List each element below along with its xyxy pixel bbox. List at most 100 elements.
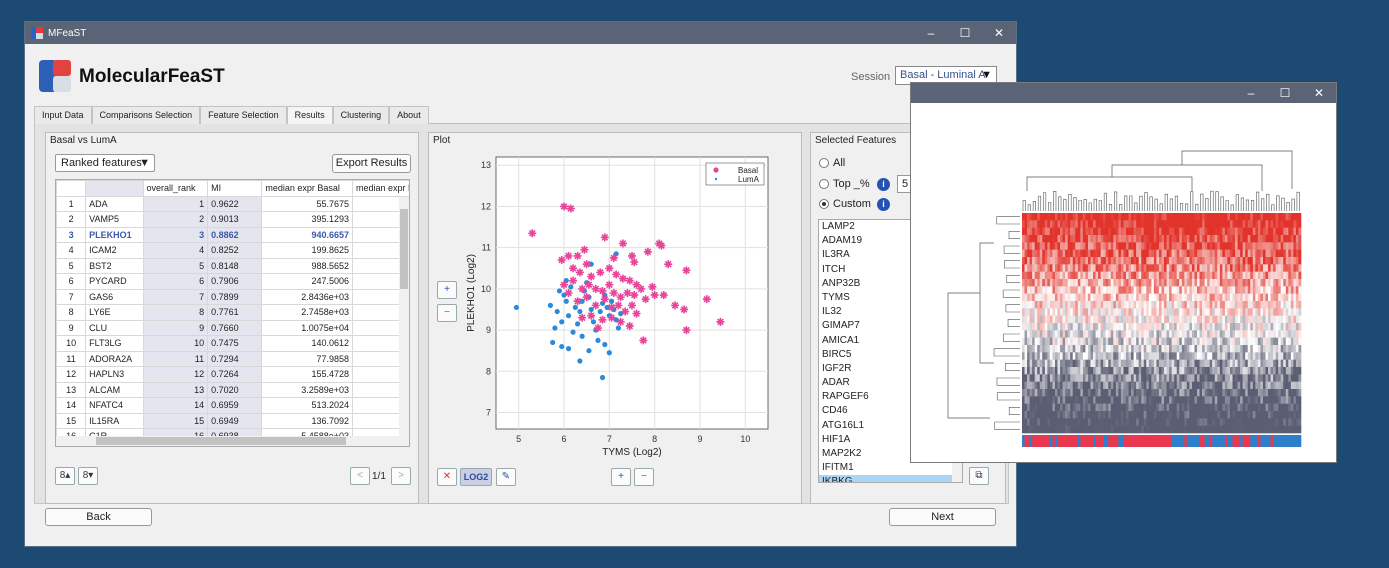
heatmap-cell (1100, 359, 1104, 368)
gene-list-item[interactable]: IL3RA (822, 249, 850, 261)
minimize-button[interactable]: – (1247, 86, 1255, 100)
heatmap-cell (1222, 264, 1226, 272)
heatmap-cell (1136, 367, 1139, 375)
gene-list-item[interactable]: ADAM19 (822, 235, 863, 247)
heatmap-cell (1128, 396, 1132, 404)
heatmap-cell (1125, 271, 1129, 280)
heatmap-cell (1285, 227, 1289, 236)
heatmap-cell (1222, 330, 1226, 338)
gene-list-item[interactable]: IKBKG (819, 475, 962, 482)
gene-list-item[interactable]: IGF2R (822, 362, 852, 374)
sort-descending-button[interactable]: 8▾ (78, 467, 98, 485)
vertical-scrollbar[interactable] (399, 197, 409, 446)
table-row[interactable]: 1 ADA 1 0.9622 55.7675 (56, 195, 409, 212)
column-header[interactable] (56, 180, 87, 197)
heatmap-cell (1285, 308, 1289, 316)
clear-button[interactable]: ✕ (437, 468, 457, 486)
column-header[interactable]: median expr Basal (261, 180, 353, 197)
tab-clustering[interactable]: Clustering (332, 106, 390, 124)
gene-list-item[interactable]: ADAR (822, 377, 850, 389)
previous-page-button[interactable]: < (350, 467, 370, 485)
gene-list-item[interactable]: IL32 (822, 306, 842, 318)
heatmap-cell (1179, 389, 1183, 397)
export-results-button[interactable]: Export Results (332, 154, 411, 173)
info-icon[interactable]: i (877, 178, 890, 191)
heatmap-cell (1146, 345, 1150, 353)
info-icon[interactable]: i (877, 198, 890, 211)
zoom-in-button[interactable]: + (437, 281, 457, 299)
heatmap-cell (1191, 286, 1195, 294)
ranking-dropdown[interactable]: Ranked features ▼ (55, 154, 155, 172)
radio-top-percent[interactable]: Top _% (819, 178, 870, 190)
radio-all[interactable]: All (819, 157, 845, 169)
heatmap-cell (1202, 345, 1205, 353)
sort-ascending-button[interactable]: 8▴ (55, 467, 75, 485)
table-row[interactable]: 11 ADORA2A 11 0.7294 77.9858 (56, 350, 409, 367)
horizontal-scrollbar[interactable] (56, 436, 401, 446)
maximize-button[interactable]: ☐ (1279, 86, 1291, 100)
radio-custom[interactable]: Custom (819, 198, 871, 210)
heatmap-cell (1095, 315, 1099, 324)
heatmap-cell (1044, 345, 1048, 353)
tab-about[interactable]: About (389, 106, 429, 124)
add-feature-button[interactable]: + (611, 468, 631, 486)
column-header[interactable]: MI (207, 180, 263, 197)
tab-results[interactable]: Results (286, 106, 333, 124)
table-row[interactable]: 12 HAPLN3 12 0.7264 155.4728 (56, 366, 409, 383)
tab-feature-selection[interactable]: Feature Selection (200, 106, 287, 124)
next-button[interactable]: Next (889, 508, 996, 526)
remove-feature-button[interactable]: − (634, 468, 654, 486)
zoom-out-button[interactable]: − (437, 304, 457, 322)
gene-list-item[interactable]: AMICA1 (822, 334, 860, 346)
gene-list-item[interactable]: IFITM1 (822, 462, 854, 474)
column-header[interactable] (85, 180, 144, 197)
maximize-button[interactable]: ☐ (959, 26, 971, 40)
close-button[interactable]: ✕ (993, 26, 1005, 40)
gene-list-item[interactable]: ITCH (822, 263, 846, 275)
log2-toggle[interactable]: LOG2 (460, 468, 492, 486)
gene-list-item[interactable]: CD46 (822, 405, 848, 417)
back-button[interactable]: Back (45, 508, 152, 526)
table-row[interactable]: 10 FLT3LG 10 0.7475 140.0612 (56, 335, 409, 352)
column-header[interactable]: overall_rank (142, 180, 209, 197)
close-button[interactable]: ✕ (1313, 86, 1325, 100)
column-header[interactable]: median expr L (352, 180, 409, 197)
heatmap-cell (1240, 293, 1243, 302)
heatmap-cell (1136, 301, 1139, 309)
heatmap-cell (1268, 352, 1271, 360)
tab-input-data[interactable]: Input Data (34, 106, 92, 124)
next-page-button[interactable]: > (391, 467, 411, 485)
gene-list-item[interactable]: BIRC5 (822, 348, 852, 360)
gene-list-item[interactable]: RAPGEF6 (822, 391, 869, 403)
gene-list-item[interactable]: TYMS (822, 291, 850, 303)
heatmap-cell (1118, 323, 1122, 331)
gene-list-item[interactable]: GIMAP7 (822, 320, 860, 332)
data-cursor-button[interactable]: ✎ (496, 468, 516, 486)
gene-list-item[interactable]: HIF1A (822, 433, 851, 445)
copy-button[interactable]: ⧉ (969, 467, 989, 485)
heatmap-cell (1209, 257, 1213, 265)
heatmap-cell (1285, 425, 1289, 434)
gene-list-item[interactable]: MAP2K2 (822, 448, 862, 459)
heatmap-cell (1240, 301, 1243, 309)
heatmap-cell (1245, 330, 1249, 338)
gene-list-item[interactable]: ATG16L1 (822, 419, 865, 431)
heatmap-cell (1181, 396, 1185, 404)
features-table[interactable]: overall_rank MI median expr Basal median… (55, 179, 410, 447)
table-row[interactable]: 15 IL15RA 15 0.6949 136.7092 (56, 412, 409, 429)
tab-comparisons-selection[interactable]: Comparisons Selection (91, 106, 201, 124)
gene-list-item[interactable]: ANP32B (822, 277, 861, 289)
minimize-button[interactable]: – (927, 26, 935, 40)
gene-list-item[interactable]: LAMP2 (822, 221, 855, 232)
